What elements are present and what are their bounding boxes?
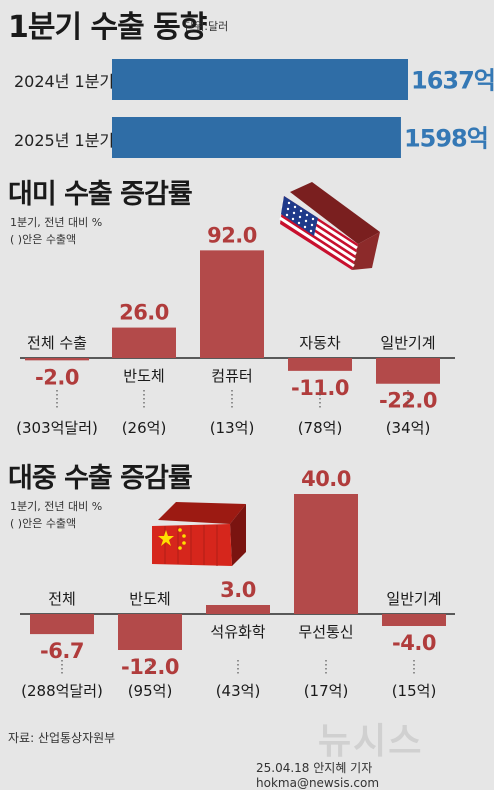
cn-bar-1 bbox=[118, 614, 182, 650]
us-chart-title: 대미 수출 증감률 bbox=[8, 179, 193, 210]
q-bar-0 bbox=[112, 59, 408, 100]
cn-bar-4 bbox=[382, 614, 446, 626]
cn-value-label-3: 40.0 bbox=[301, 467, 351, 491]
cn-amount-label-3: (17억) bbox=[304, 682, 349, 700]
cn-category-label-4: 일반기계 bbox=[386, 590, 441, 608]
us-bar-4 bbox=[376, 358, 440, 384]
us-category-label-2: 컴퓨터 bbox=[211, 367, 252, 385]
us-amount-label-3: (78억) bbox=[298, 419, 343, 437]
us-amount-label-2: (13억) bbox=[210, 419, 255, 437]
q-row-label-2025: 2025년 1분기 bbox=[14, 131, 115, 150]
cn-amount-label-4: (15억) bbox=[392, 682, 437, 700]
us-bar-0 bbox=[25, 358, 89, 361]
q-row-label-2024: 2024년 1분기 bbox=[14, 72, 115, 91]
cn-amount-label-0: (288억달러) bbox=[21, 682, 103, 700]
cn-value-label-0: -6.7 bbox=[40, 639, 84, 663]
us-bar-2 bbox=[200, 250, 264, 358]
cn-bar-2 bbox=[206, 605, 270, 614]
us-chart-note: ( )안은 수출액 bbox=[10, 233, 77, 246]
cn-chart-subtitle: 1분기, 전년 대비 % bbox=[10, 500, 103, 513]
unit-label: 단위:달러 bbox=[184, 20, 229, 33]
us-bar-1 bbox=[112, 327, 176, 358]
cn-value-label-4: -4.0 bbox=[392, 631, 436, 655]
us-value-label-0: -2.0 bbox=[35, 365, 79, 389]
cn-chart-title: 대중 수출 증감률 bbox=[8, 463, 193, 494]
us-value-label-4: -22.0 bbox=[379, 389, 437, 413]
us-flag-container-icon bbox=[279, 182, 380, 270]
us-value-label-3: -11.0 bbox=[291, 376, 349, 400]
us-value-label-2: 92.0 bbox=[207, 223, 257, 247]
cn-category-label-2: 석유화학 bbox=[210, 623, 265, 641]
us-category-label-1: 반도체 bbox=[123, 367, 164, 385]
us-bar-3 bbox=[288, 358, 352, 371]
source-label: 자료: 산업통상자원부 bbox=[8, 731, 116, 745]
cn-amount-label-2: (43억) bbox=[216, 682, 261, 700]
us-category-label-0: 전체 수출 bbox=[27, 334, 87, 352]
newsis-watermark: 뉴시스 bbox=[318, 721, 424, 762]
q-bar-1 bbox=[112, 117, 401, 158]
cn-category-label-1: 반도체 bbox=[129, 590, 170, 608]
us-value-label-1: 26.0 bbox=[119, 301, 169, 325]
cn-value-label-1: -12.0 bbox=[121, 655, 179, 679]
us-amount-label-4: (34억) bbox=[386, 419, 431, 437]
q-value-label-0: 1637억 bbox=[411, 67, 494, 95]
us-category-label-3: 자동차 bbox=[299, 334, 341, 352]
cn-bar-0 bbox=[30, 614, 94, 635]
us-category-label-4: 일반기계 bbox=[380, 334, 435, 352]
china-flag-container-icon bbox=[152, 502, 246, 566]
us-amount-label-1: (26억) bbox=[122, 419, 167, 437]
cn-value-label-2: 3.0 bbox=[220, 578, 256, 602]
cn-chart-note: ( )안은 수출액 bbox=[10, 517, 77, 530]
us-amount-label-0: (303억달러) bbox=[16, 419, 98, 437]
cn-category-label-0: 전체 bbox=[48, 590, 76, 608]
page-title: 1분기 수출 동향 bbox=[8, 10, 207, 45]
q-value-label-1: 1598억 bbox=[404, 125, 488, 153]
cn-category-label-3: 무선통신 bbox=[298, 623, 353, 641]
cn-amount-label-1: (95억) bbox=[128, 682, 173, 700]
cn-bar-3 bbox=[294, 494, 358, 614]
us-chart-subtitle: 1분기, 전년 대비 % bbox=[10, 216, 103, 229]
